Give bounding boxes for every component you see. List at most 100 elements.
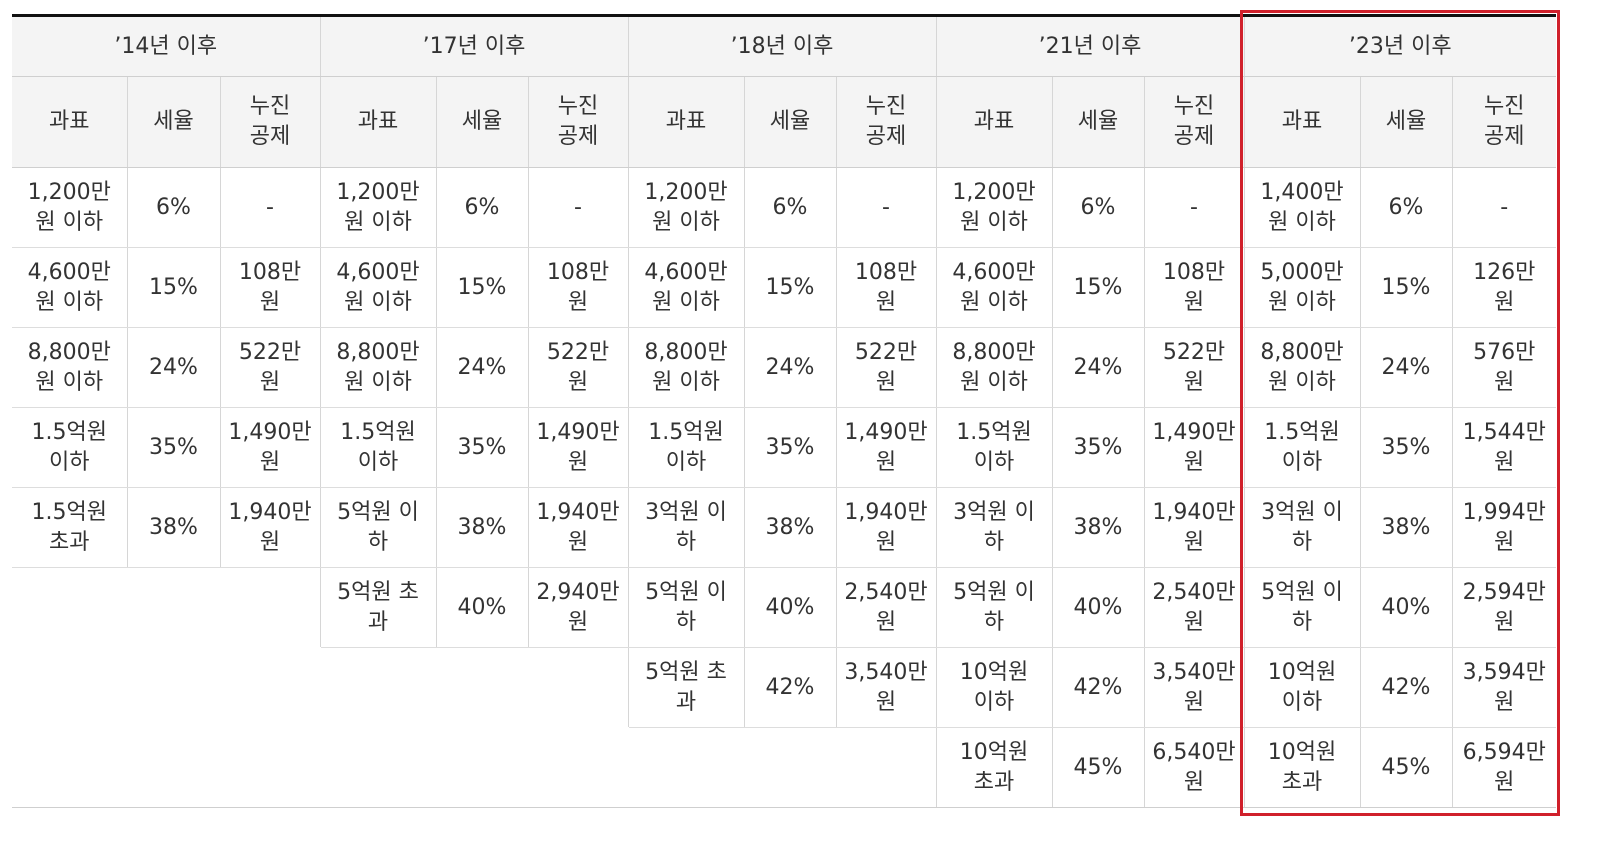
period-header-1: ’17년 이후: [319, 15, 628, 77]
cell-tax-rate: 38%: [1359, 487, 1452, 568]
cell-deduction: 1,994만 원: [1451, 487, 1556, 568]
cell-tax-rate: 38%: [1051, 487, 1144, 568]
cell-tax-base: 1.5억원 이하: [319, 407, 436, 488]
cell-tax-rate: 15%: [1051, 247, 1144, 328]
cell-tax-base: 8,800만 원 이하: [12, 327, 127, 408]
cell-tax-rate: 15%: [435, 247, 528, 328]
cell-deduction: 6,540만 원: [1143, 727, 1244, 808]
cell-tax-rate: 24%: [126, 327, 220, 408]
cell-tax-base: 4,600만 원 이하: [12, 247, 127, 328]
cell-deduction: -: [1143, 167, 1244, 248]
cell-tax-base: 1.5억원 이하: [627, 407, 744, 488]
cell-deduction: 1,490만 원: [219, 407, 320, 488]
cell-deduction: 108만 원: [527, 247, 628, 328]
column-header-base: 과표: [319, 76, 436, 168]
cell-deduction: 1,490만 원: [835, 407, 936, 488]
cell-tax-rate: 6%: [1359, 167, 1452, 248]
column-header-rate: 세율: [743, 76, 836, 168]
table-row: 4,600만 원 이하 15% 108만 원 4,600만 원 이하 15% 108만 원 4,60…: [12, 247, 1556, 328]
cell-deduction: 522만 원: [527, 327, 628, 408]
cell-tax-rate: 24%: [743, 327, 836, 408]
table-header: ’14년 이후 ’17년 이후 ’18년 이후 ’21년 이후 ’23년 이후 과표 세율…: [12, 15, 1556, 168]
column-header-deduction: 누진 공제: [1143, 76, 1244, 168]
tax-rate-table: ’14년 이후 ’17년 이후 ’18년 이후 ’21년 이후 ’23년 이후 과표 세율…: [12, 14, 1556, 808]
empty-cell: [12, 727, 936, 808]
cell-tax-rate: 15%: [1359, 247, 1452, 328]
cell-deduction: -: [835, 167, 936, 248]
cell-deduction: -: [219, 167, 320, 248]
period-header-row: ’14년 이후 ’17년 이후 ’18년 이후 ’21년 이후 ’23년 이후: [12, 15, 1556, 77]
empty-cell: [12, 567, 320, 648]
column-header-rate: 세율: [1359, 76, 1452, 168]
cell-deduction: 1,490만 원: [1143, 407, 1244, 488]
table-row: 1,200만 원 이하 6% -1,200만 원 이하 6% -1,200만 원 이하 6% -1…: [12, 167, 1556, 248]
cell-tax-rate: 42%: [1359, 647, 1452, 728]
column-header-row: 과표 세율 누진 공제 과표 세율 누진 공제 과표 세율 누진 공제 과표 세율 누진 공제 과표 세율 누진 공제: [12, 76, 1556, 168]
table-row: 1.5억원 이하 35% 1,490만 원 1.5억원 이하 35% 1,490만 원 1.5억원 이…: [12, 407, 1556, 488]
column-header-base: 과표: [12, 76, 127, 168]
cell-deduction: 3,594만 원: [1451, 647, 1556, 728]
table-body: 1,200만 원 이하 6% -1,200만 원 이하 6% -1,200만 원 이하 6% -1…: [12, 167, 1556, 808]
cell-deduction: 522만 원: [219, 327, 320, 408]
cell-tax-rate: 35%: [126, 407, 220, 488]
period-header-4: ’23년 이후: [1243, 15, 1556, 77]
cell-deduction: -: [1451, 167, 1556, 248]
cell-tax-rate: 35%: [1051, 407, 1144, 488]
cell-tax-base: 4,600만 원 이하: [627, 247, 744, 328]
table-row: 5억원 초 과 42% 3,540만 원 10억원 이하 42% 3,540만 원 10억원 이하 42…: [12, 647, 1556, 728]
cell-tax-rate: 6%: [435, 167, 528, 248]
cell-tax-base: 10억원 초과: [1243, 727, 1360, 808]
cell-deduction: 576만 원: [1451, 327, 1556, 408]
cell-tax-rate: 40%: [435, 567, 528, 648]
cell-tax-base: 4,600만 원 이하: [935, 247, 1052, 328]
cell-tax-rate: 15%: [126, 247, 220, 328]
cell-tax-rate: 40%: [1359, 567, 1452, 648]
cell-deduction: 1,940만 원: [219, 487, 320, 568]
cell-tax-base: 10억원 초과: [935, 727, 1052, 808]
cell-deduction: 108만 원: [835, 247, 936, 328]
period-header-0: ’14년 이후: [12, 15, 320, 77]
column-header-base: 과표: [1243, 76, 1360, 168]
cell-tax-rate: 6%: [126, 167, 220, 248]
cell-deduction: 2,540만 원: [835, 567, 936, 648]
cell-tax-base: 1.5억원 이하: [935, 407, 1052, 488]
column-header-rate: 세율: [126, 76, 220, 168]
cell-tax-base: 10억원 이하: [935, 647, 1052, 728]
column-header-base: 과표: [935, 76, 1052, 168]
cell-tax-rate: 40%: [743, 567, 836, 648]
cell-tax-rate: 6%: [743, 167, 836, 248]
cell-deduction: 108만 원: [1143, 247, 1244, 328]
cell-deduction: 1,940만 원: [1143, 487, 1244, 568]
cell-deduction: 108만 원: [219, 247, 320, 328]
cell-tax-rate: 40%: [1051, 567, 1144, 648]
column-header-base: 과표: [627, 76, 744, 168]
cell-tax-base: 8,800만 원 이하: [627, 327, 744, 408]
cell-deduction: 6,594만 원: [1451, 727, 1556, 808]
cell-tax-base: 1.5억원 이하: [12, 407, 127, 488]
cell-tax-base: 1,400만 원 이하: [1243, 167, 1360, 248]
cell-tax-rate: 35%: [1359, 407, 1452, 488]
period-header-2: ’18년 이후: [627, 15, 936, 77]
period-header-3: ’21년 이후: [935, 15, 1244, 77]
cell-tax-rate: 38%: [743, 487, 836, 568]
cell-deduction: 1,940만 원: [835, 487, 936, 568]
column-header-deduction: 누진 공제: [527, 76, 628, 168]
cell-tax-base: 4,600만 원 이하: [319, 247, 436, 328]
empty-cell: [12, 647, 628, 728]
cell-tax-base: 1,200만 원 이하: [12, 167, 127, 248]
column-header-rate: 세율: [435, 76, 528, 168]
cell-deduction: -: [527, 167, 628, 248]
cell-tax-rate: 38%: [126, 487, 220, 568]
cell-tax-base: 8,800만 원 이하: [1243, 327, 1360, 408]
cell-tax-base: 1.5억원 초과: [12, 487, 127, 568]
cell-deduction: 1,940만 원: [527, 487, 628, 568]
cell-tax-rate: 38%: [435, 487, 528, 568]
